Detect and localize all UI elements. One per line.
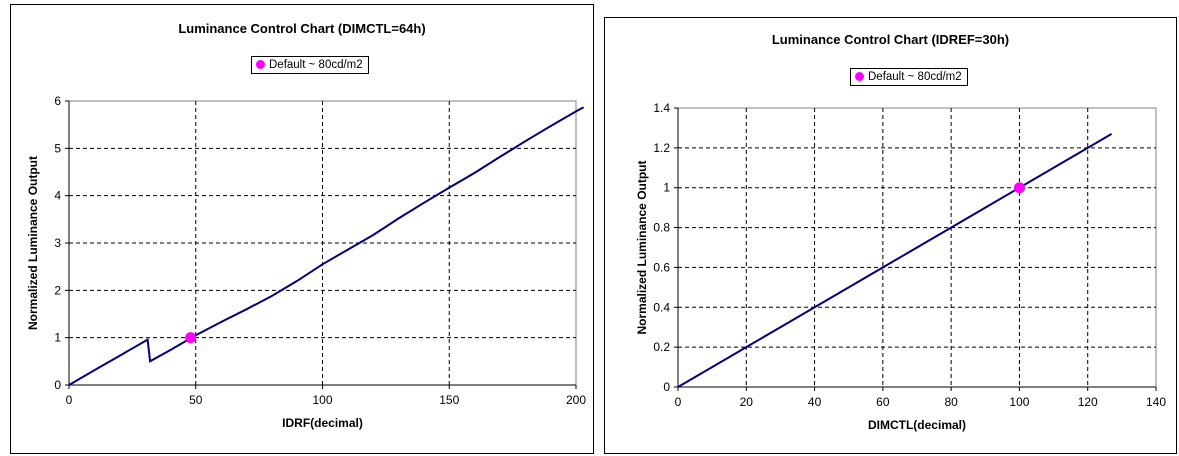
chart-legend: Default ~ 80cd/m2	[850, 68, 968, 86]
legend-label: Default ~ 80cd/m2	[868, 71, 962, 83]
x-tick-label: 50	[189, 393, 203, 407]
x-tick-label: 60	[876, 395, 890, 409]
legend-marker	[855, 72, 864, 81]
y-tick-label: 0	[663, 380, 670, 394]
y-tick-label: 5	[54, 141, 61, 155]
series-line	[677, 133, 1113, 388]
x-tick-label: 120	[1078, 395, 1098, 409]
y-tick-label: 1.4	[653, 101, 670, 115]
y-tick-label: 0.6	[653, 260, 670, 274]
chart-title: Luminance Control Chart (DIMCTL=64h)	[178, 21, 426, 36]
y-tick-label: 1	[663, 181, 670, 195]
x-tick-label: 80	[944, 395, 958, 409]
y-axis-label: Normalized Luminance Output	[26, 156, 40, 330]
x-axis-label: DIMCTL(decimal)	[868, 418, 966, 432]
y-tick-label: 1.2	[653, 141, 670, 155]
x-tick-label: 0	[66, 393, 73, 407]
y-tick-label: 0.4	[653, 300, 670, 314]
x-tick-label: 200	[566, 393, 586, 407]
x-tick-label: 100	[312, 393, 332, 407]
default-point	[185, 332, 197, 344]
x-tick-label: 40	[808, 395, 822, 409]
legend-label: Default ~ 80cd/m2	[269, 59, 363, 71]
chart-plot: 0 20 40 60 80 100 120 140 0 0.2 0.4 0.6 0.8 1 1.2 1.4 DI…	[635, 101, 1166, 432]
chart-plot: 0 50 100 150 200 0 1 2 3 4 5 6 IDRF(decimal) Normaliz…	[26, 94, 586, 430]
x-tick-label: 150	[439, 393, 459, 407]
chart-legend: Default ~ 80cd/m2	[251, 56, 369, 74]
y-tick-label: 6	[54, 94, 61, 108]
default-point	[1013, 182, 1025, 194]
legend-marker	[256, 60, 265, 69]
chart-panel-left: Luminance Control Chart (DIMCTL=64h) Def…	[10, 4, 594, 454]
y-axis-label: Normalized Luminance Output	[635, 160, 649, 334]
chart-panel-right: Luminance Control Chart (IDREF=30h) Defa…	[604, 17, 1177, 454]
x-tick-label: 20	[740, 395, 754, 409]
x-tick-label: 0	[675, 395, 682, 409]
y-tick-label: 0.8	[653, 221, 670, 235]
y-tick-label: 2	[54, 283, 61, 297]
y-tick-label: 1	[54, 331, 61, 345]
series-line	[68, 106, 585, 386]
x-tick-label: 140	[1146, 395, 1166, 409]
x-axis-label: IDRF(decimal)	[282, 416, 363, 430]
y-tick-label: 4	[54, 189, 61, 203]
chart-title: Luminance Control Chart (IDREF=30h)	[771, 32, 1010, 47]
x-tick-label: 100	[1009, 395, 1029, 409]
y-tick-label: 0.2	[653, 340, 670, 354]
y-tick-label: 3	[54, 236, 61, 250]
y-tick-label: 0	[54, 378, 61, 392]
